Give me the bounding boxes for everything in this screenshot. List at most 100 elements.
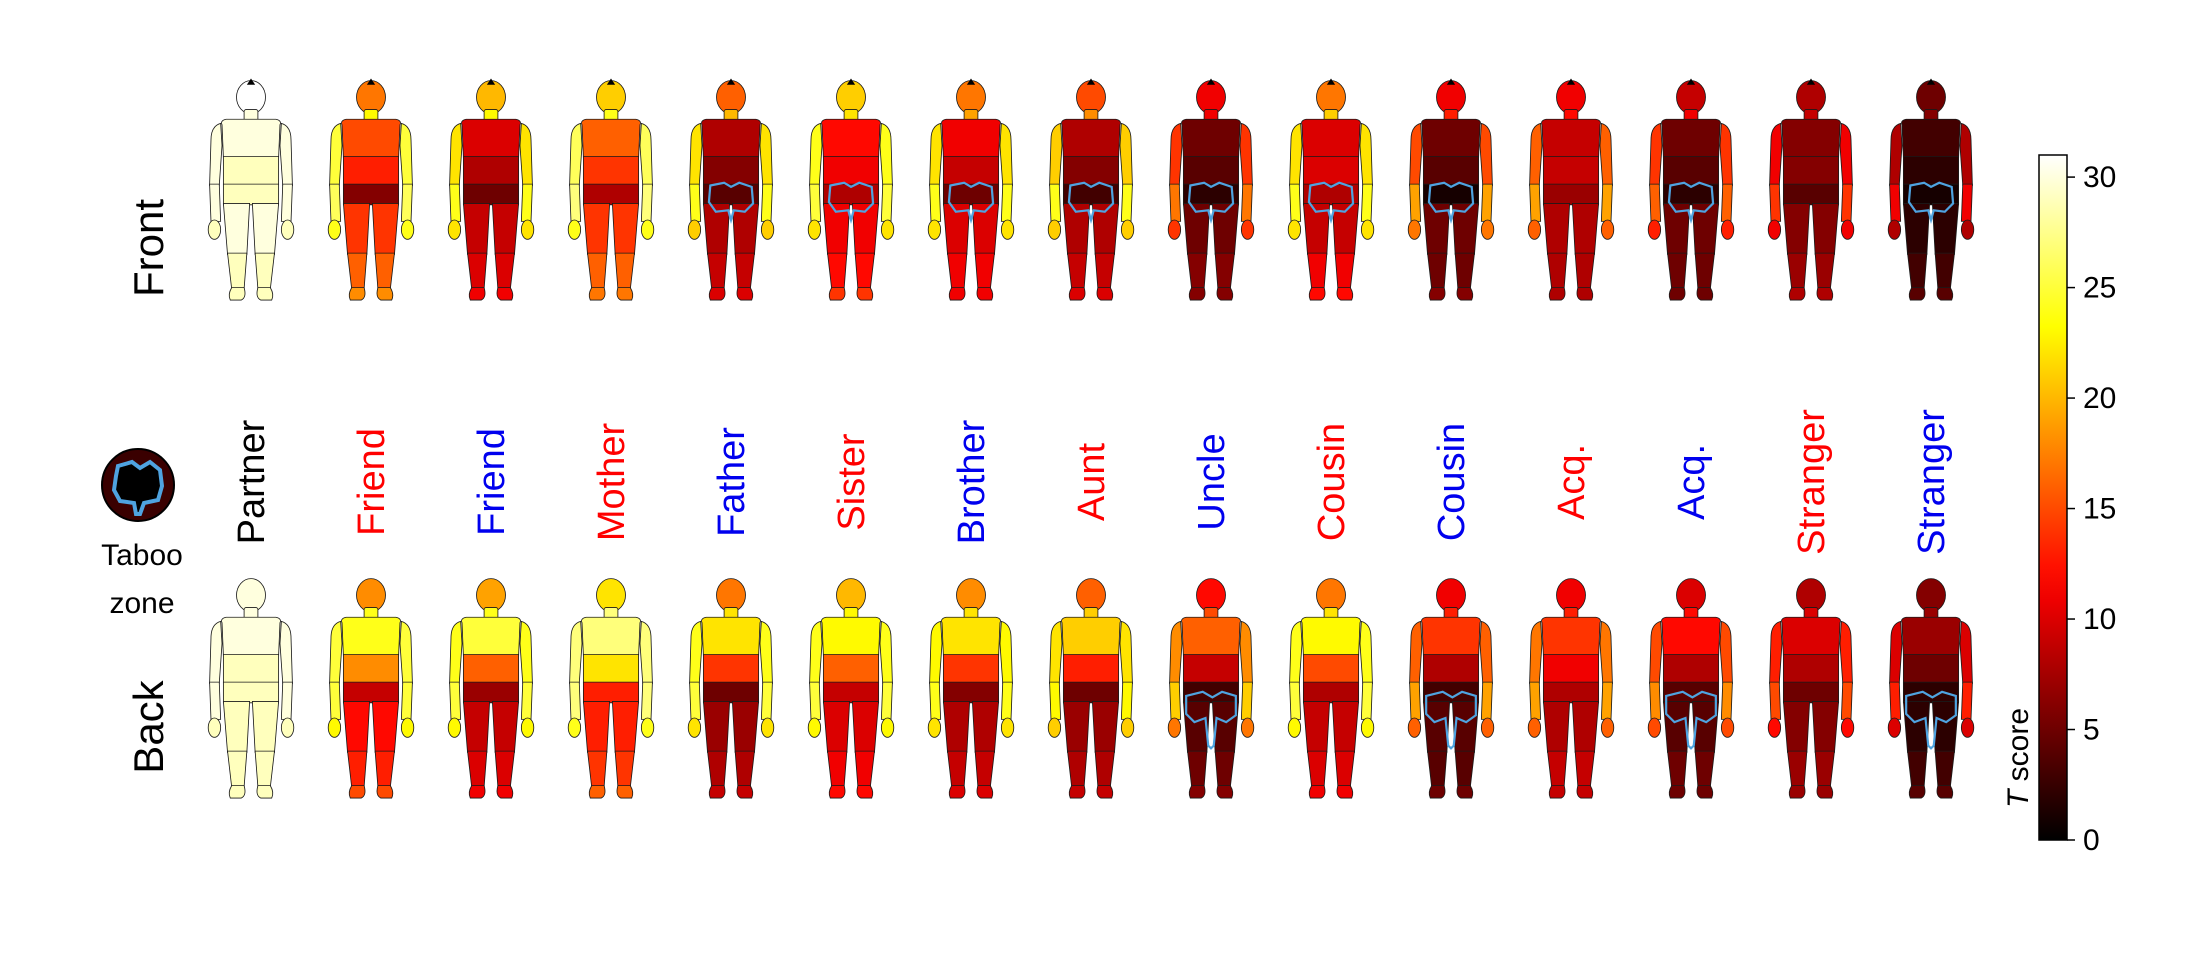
colorbar-tick-label: 30 xyxy=(2083,161,2116,194)
region-forearm-left xyxy=(449,183,462,222)
region-upper_arm-right xyxy=(879,122,893,186)
region-shin-left xyxy=(1907,750,1928,788)
region-hand-right xyxy=(1720,219,1735,240)
region-upper_torso xyxy=(341,616,401,657)
region-foot-right xyxy=(1216,785,1234,799)
region-upper_arm-right xyxy=(1479,620,1493,684)
taboo-zone-outline xyxy=(707,181,755,225)
body-map-front-10 xyxy=(1287,78,1375,301)
region-upper_arm-right xyxy=(1599,122,1613,186)
region-forearm-left xyxy=(1649,681,1662,720)
region-forearm-left xyxy=(1289,183,1302,222)
region-forearm-right xyxy=(1120,183,1133,222)
region-lower_torso xyxy=(1662,654,1720,684)
region-head xyxy=(1676,80,1706,115)
region-thigh-left xyxy=(702,701,731,753)
region-hand-left xyxy=(1887,717,1902,738)
region-head xyxy=(836,80,866,115)
taboo-zone-outline xyxy=(1665,690,1717,750)
region-forearm-left xyxy=(329,183,342,222)
region-upper_torso xyxy=(1181,616,1241,657)
region-head xyxy=(716,80,746,115)
region-hips xyxy=(1782,183,1840,206)
region-forearm-right xyxy=(400,183,413,222)
region-upper_torso xyxy=(1661,616,1721,657)
region-forearm-left xyxy=(1409,681,1422,720)
region-head xyxy=(1556,578,1586,613)
region-head xyxy=(236,80,266,115)
taboo-zone-outline xyxy=(827,181,875,225)
region-foot-right xyxy=(1336,785,1354,799)
region-shin-left xyxy=(587,252,608,290)
body-map-back-13 xyxy=(1647,578,1735,799)
body-map-back-3 xyxy=(447,578,535,799)
region-foot-left xyxy=(1908,287,1926,301)
region-thigh-left xyxy=(822,701,851,753)
region-thigh-right xyxy=(371,203,400,255)
region-hand-right xyxy=(1840,717,1855,738)
body-map-back-8 xyxy=(1047,578,1135,799)
region-foot-left xyxy=(1308,287,1326,301)
body-map-front-7 xyxy=(927,78,1015,301)
category-label-11: Cousin xyxy=(1431,423,1473,541)
region-upper_torso xyxy=(821,616,881,657)
region-hips xyxy=(1182,681,1240,704)
region-forearm-right xyxy=(1720,681,1733,720)
region-shin-right xyxy=(374,252,395,290)
region-shin-left xyxy=(467,252,488,290)
region-upper_arm-left xyxy=(209,122,223,186)
region-hand-right xyxy=(880,219,895,240)
region-lower_torso xyxy=(1902,156,1960,186)
region-hand-left xyxy=(207,219,222,240)
region-shin-left xyxy=(827,750,848,788)
region-lower_torso xyxy=(1182,156,1240,186)
region-hips xyxy=(462,183,520,206)
region-hand-left xyxy=(1767,717,1782,738)
colorbar-label-italic: T xyxy=(2002,787,2035,808)
region-lower_torso xyxy=(342,156,400,186)
region-hand-left xyxy=(327,219,342,240)
region-head xyxy=(1796,578,1826,613)
region-head xyxy=(596,80,626,115)
region-upper_torso xyxy=(581,118,641,159)
body-map-front-13 xyxy=(1647,78,1735,301)
region-shin-left xyxy=(707,252,728,290)
region-head xyxy=(836,578,866,613)
region-forearm-right xyxy=(280,183,293,222)
region-upper_arm-left xyxy=(1649,122,1663,186)
region-foot-left xyxy=(1908,785,1926,799)
region-upper_arm-right xyxy=(1839,620,1853,684)
region-thigh-right xyxy=(491,701,520,753)
body-map-front-5 xyxy=(687,78,775,301)
head-marker xyxy=(726,78,736,85)
region-hand-left xyxy=(1647,717,1662,738)
region-thigh-left xyxy=(942,701,971,753)
region-upper_torso xyxy=(1781,118,1841,159)
region-hand-left xyxy=(1047,717,1062,738)
region-forearm-left xyxy=(449,681,462,720)
region-head xyxy=(1556,80,1586,115)
region-lower_torso xyxy=(822,156,880,186)
region-upper_torso xyxy=(1901,118,1961,159)
region-foot-right xyxy=(616,287,634,301)
region-upper_arm-left xyxy=(569,620,583,684)
head-marker xyxy=(846,78,856,85)
region-lower_torso xyxy=(222,654,280,684)
region-shin-left xyxy=(1547,750,1568,788)
taboo-zone-outline xyxy=(1067,181,1115,225)
region-upper_arm-left xyxy=(929,122,943,186)
region-upper_arm-left xyxy=(809,122,823,186)
region-foot-left xyxy=(1548,287,1566,301)
region-lower_torso xyxy=(222,156,280,186)
region-forearm-left xyxy=(1169,681,1182,720)
region-foot-left xyxy=(1788,785,1806,799)
region-hand-right xyxy=(280,717,295,738)
region-shin-left xyxy=(1067,750,1088,788)
region-hand-right xyxy=(1720,717,1735,738)
region-thigh-right xyxy=(491,203,520,255)
region-hand-right xyxy=(1120,219,1135,240)
region-hand-right xyxy=(1600,717,1615,738)
region-forearm-left xyxy=(1889,681,1902,720)
region-upper_arm-left xyxy=(1169,620,1183,684)
region-hand-right xyxy=(1480,717,1495,738)
